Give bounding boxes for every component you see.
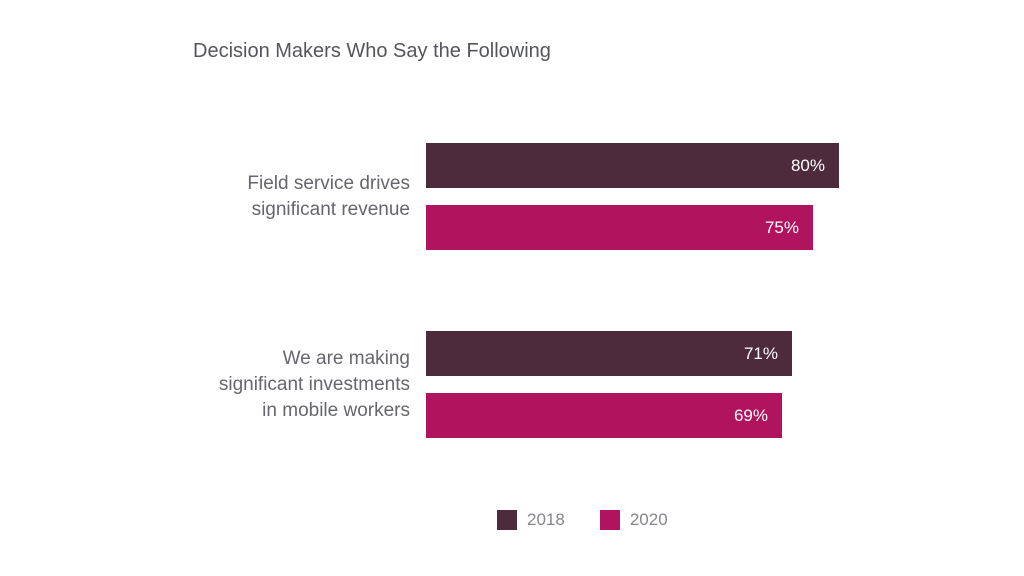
category-group: We are making significant investments in… xyxy=(0,331,1024,438)
bar-2020: 75% xyxy=(426,205,813,250)
legend-item-2018: 2018 xyxy=(497,510,565,530)
category-label: Field service drives significant revenue xyxy=(247,172,410,220)
bar-2018: 80% xyxy=(426,143,839,188)
legend-label: 2018 xyxy=(527,510,565,529)
legend-swatch-icon xyxy=(497,510,517,530)
grouped-bar-chart: Field service drives significant revenue… xyxy=(0,143,1024,519)
bar-value-label: 69% xyxy=(733,405,768,425)
bar-stack: 71% 69% xyxy=(426,331,792,438)
bar-value-label: 71% xyxy=(743,343,778,363)
legend-swatch-icon xyxy=(599,510,620,530)
bar-stack: 80% 75% xyxy=(426,143,839,250)
bar-value-label: 75% xyxy=(764,217,799,237)
chart-legend: 2018 2020 xyxy=(497,510,668,530)
legend-item-2020: 2020 xyxy=(599,510,668,530)
bar-value-label: 80% xyxy=(790,155,825,175)
category-label: We are making significant investments in… xyxy=(218,347,410,421)
chart-title: Decision Makers Who Say the Following xyxy=(193,40,551,62)
legend-label: 2020 xyxy=(629,510,668,529)
bar-2018: 71% xyxy=(426,331,792,376)
category-group: Field service drives significant revenue… xyxy=(0,143,1024,250)
bar-2020: 69% xyxy=(426,393,782,438)
